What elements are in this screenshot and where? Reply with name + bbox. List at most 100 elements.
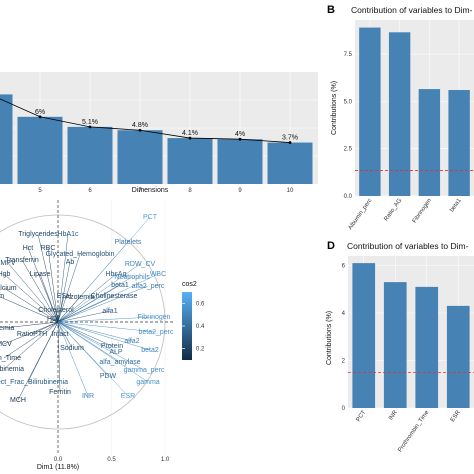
- pca-variable-label: beta1: [111, 282, 129, 289]
- d-bar: [383, 282, 407, 408]
- d-bar: [446, 305, 470, 408]
- pca-arrow: [3, 321, 59, 345]
- pca-variable-label: ALP: [109, 349, 123, 356]
- scree-data-label: 6%: [35, 109, 45, 116]
- pca-variable-label: Ab: [66, 259, 75, 266]
- pca-variable-label: Protein: [101, 343, 123, 350]
- pca-arrow: [57, 295, 115, 323]
- pca-variable-label: Intact: [51, 331, 68, 338]
- pca-x-tick-label: 0.0: [54, 457, 63, 463]
- d-y-tick-label: 4: [342, 311, 346, 317]
- pca-variable-label: MPV: [0, 260, 16, 267]
- d-bar: [415, 286, 439, 408]
- panel-d-title: Contribution of variables to Dim-: [347, 241, 469, 251]
- pca-arrow: [57, 321, 149, 383]
- pca-variable-label: HDL: [47, 316, 61, 323]
- pca-arrow: [57, 321, 151, 351]
- pca-arrow: [57, 321, 89, 397]
- pca-arrow: [7, 262, 59, 323]
- scree-x-tick-label: 5: [38, 188, 42, 194]
- pca-variable-label: astin_Time: [0, 355, 21, 362]
- scree-data-labels: 8%6%5.1%4.8%4.1%4%3.7%: [35, 109, 298, 142]
- scree-bars: [0, 94, 313, 184]
- pca-variable-label: Neutrophils: [114, 274, 150, 281]
- pca-arrow: [55, 309, 59, 323]
- pca-variable-label: ESR: [121, 393, 135, 400]
- pca-variable-label: ESH: [57, 293, 71, 300]
- pca-arrow: [57, 321, 145, 371]
- pca-variable-labels: PCT Triglycerides HbA1c Platelets Hct RBC RDW_…: [0, 214, 174, 404]
- panel-b-title: Contribution of variables to Dim-: [351, 5, 473, 15]
- panel-b-x-ticks: Albumin_perc Ratio_AG Fibrinogen beta1: [348, 197, 464, 231]
- scree-x-axis-label: Dimensions: [132, 187, 169, 194]
- pca-arrow: [57, 296, 81, 323]
- pca-arrow: [3, 321, 59, 329]
- pca-variable-label: Triglycerides: [18, 231, 58, 238]
- pca-arrow: [57, 295, 65, 323]
- pca-arrow: [57, 321, 113, 347]
- pca-variable-label: RDW_CV: [125, 261, 156, 268]
- pca-variable-label: gamma_perc: [124, 367, 165, 374]
- cos2-legend-ticks: 0.6 0.4 0.2: [182, 301, 205, 353]
- d-bar: [352, 263, 376, 408]
- pca-arrow: [57, 321, 73, 349]
- b-y-tick-label: 0.0: [344, 194, 353, 200]
- cos2-legend-tick-label: 0.4: [196, 324, 205, 330]
- pca-arrow: [57, 233, 69, 323]
- pca-variable-label: Fibrinogen: [137, 314, 170, 321]
- panel-b-y-ticks: 0.0 2.5 5.0 7.5: [344, 52, 353, 200]
- scree-bar: [267, 142, 313, 184]
- pca-arrow: [57, 321, 61, 393]
- cos2-legend-tick-label: 0.6: [196, 301, 205, 307]
- pca-variable-label: Transferrin: [5, 257, 39, 264]
- pca-arrow: [27, 247, 59, 323]
- pca-arrow: [53, 318, 59, 323]
- scree-point: [288, 141, 292, 144]
- pca-arrow: [37, 233, 59, 323]
- pca-arrow: [3, 273, 59, 323]
- b-x-tick-label: beta1: [449, 197, 463, 213]
- d-x-tick-label: PCT: [356, 409, 368, 423]
- panel-b-y-axis-label: Contributions (%): [331, 81, 338, 135]
- pca-arrow: [3, 321, 59, 370]
- pca-arrow: [57, 285, 149, 323]
- pca-arrow: [57, 273, 117, 323]
- cos2-legend-title: cos2: [182, 281, 197, 288]
- scree-data-label: 5.1%: [82, 119, 98, 126]
- b-bar: [448, 90, 470, 196]
- b-x-tick-label: Ratio_AG: [383, 197, 403, 222]
- pca-x-ticks: 0.0 0.5 1.0: [54, 457, 170, 463]
- pca-variable-label: RatioPTH: [17, 331, 47, 338]
- pca-arrow: [57, 321, 129, 397]
- pca-arrow: [3, 287, 59, 323]
- pca-variable-label: HbA1c: [57, 231, 79, 238]
- pca-arrow: [57, 253, 81, 323]
- pca-variable-label: Azotemia: [65, 294, 94, 301]
- pca-variable-label: beta2_perc: [138, 329, 174, 336]
- cos2-legend-tick-label: 0.2: [196, 347, 205, 353]
- pca-arrow: [57, 263, 141, 323]
- pca-arrows: [0, 216, 159, 401]
- pca-variable-label: Hct: [23, 245, 34, 252]
- pca-arrow: [21, 259, 59, 323]
- scree-point: [138, 128, 142, 132]
- pca-variable-label: Glycated_Hemoglobin: [46, 251, 115, 258]
- pca-variable-label: inemia: [0, 325, 14, 332]
- panel-label-b: B: [327, 4, 335, 16]
- pca-variable-label: PDW: [100, 373, 117, 380]
- pca-x-tick-label: 0.5: [107, 457, 116, 463]
- pca-variable-label: Hgb: [0, 271, 11, 278]
- d-x-tick-label: Prothrombin_Time: [397, 409, 430, 453]
- b-x-tick-label: Fibrinogen: [412, 198, 433, 225]
- pca-variable-label: Bilirubinemia: [0, 366, 24, 373]
- pca-variable-label: rum: [0, 293, 4, 300]
- pca-variable-label: MCV: [0, 341, 12, 348]
- panel-d-bars: [352, 263, 470, 408]
- b-bar: [418, 89, 441, 196]
- pca-arrow: [57, 273, 159, 323]
- variables-pca-plot: PCT Triglycerides HbA1c Platelets Hct RBC RDW_…: [0, 200, 205, 471]
- d-y-tick-label: 2: [342, 359, 346, 365]
